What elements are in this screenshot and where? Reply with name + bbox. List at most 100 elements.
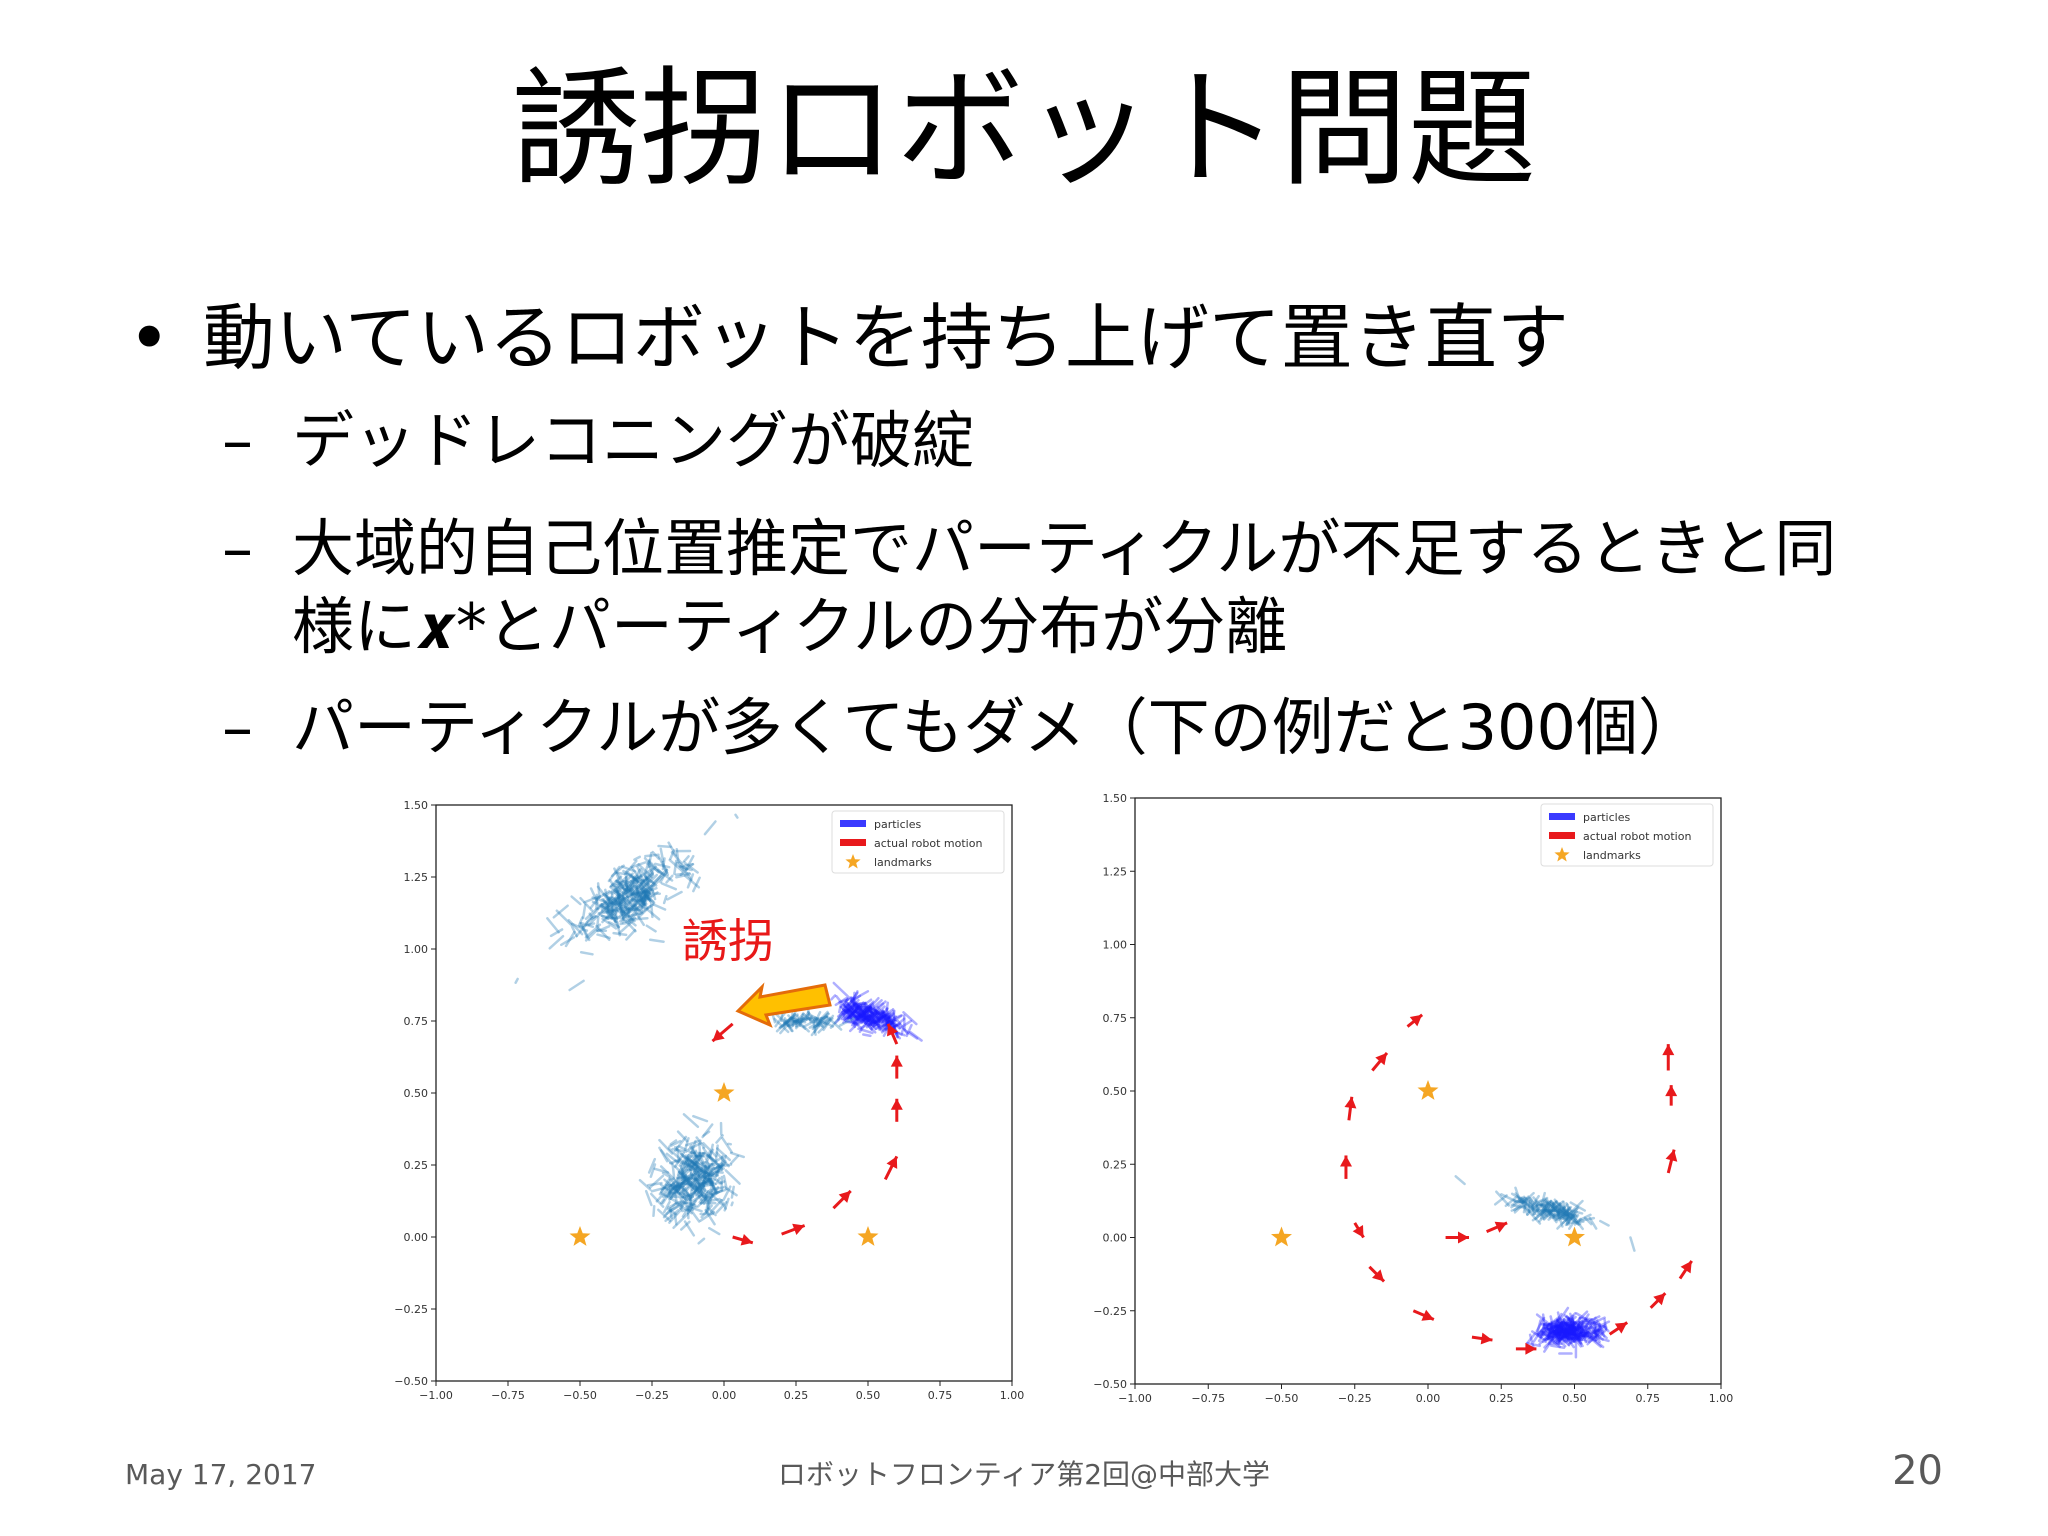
- particle: [658, 1178, 673, 1196]
- particle: [808, 1023, 816, 1029]
- particle: [1579, 1332, 1583, 1336]
- particle: [637, 867, 654, 879]
- landmark-star: [1417, 1080, 1439, 1100]
- particle: [1558, 1326, 1575, 1335]
- particle: [839, 998, 849, 1009]
- particle: [633, 897, 646, 909]
- particle: [782, 1016, 793, 1027]
- particle: [680, 1152, 696, 1165]
- particle: [812, 1019, 817, 1036]
- particle: [669, 1176, 685, 1193]
- x-tick-label: −0.50: [563, 1389, 597, 1402]
- particle: [615, 888, 623, 904]
- particle: [1539, 1322, 1546, 1339]
- particle: [885, 1012, 892, 1028]
- particle: [884, 1001, 889, 1018]
- particle: [647, 1157, 657, 1174]
- particle: [716, 1147, 732, 1162]
- particle: [859, 1008, 876, 1025]
- particle: [865, 1011, 883, 1029]
- particle: [854, 1009, 869, 1027]
- landmark-star: [569, 1226, 591, 1246]
- particle: [687, 1186, 700, 1202]
- particle: [861, 1007, 871, 1016]
- legend-label: landmarks: [874, 856, 932, 869]
- particle: [616, 879, 629, 895]
- particle: [1554, 1329, 1568, 1341]
- particle: [683, 1220, 696, 1237]
- particle: [1570, 1336, 1587, 1342]
- particle: [693, 1151, 701, 1163]
- particle: [840, 1010, 847, 1020]
- robot-motion-arrow: [1368, 1265, 1386, 1283]
- particle: [1561, 1322, 1569, 1333]
- particle: [668, 858, 684, 873]
- particle: [653, 1167, 670, 1174]
- particle: [621, 916, 637, 933]
- particle: [885, 1007, 892, 1023]
- robot-motion-arrow: [1608, 1321, 1629, 1336]
- particle: [902, 1011, 918, 1026]
- particle: [675, 1181, 679, 1197]
- particle: [714, 1177, 721, 1186]
- particle: [1558, 1212, 1570, 1220]
- particle: [606, 903, 619, 920]
- particle: [674, 1180, 691, 1197]
- particle: [872, 1015, 884, 1029]
- bullet-dot: •: [128, 296, 171, 380]
- particle: [835, 995, 849, 1012]
- particle: [1540, 1323, 1556, 1328]
- particle: [1542, 1204, 1560, 1221]
- particle: [670, 850, 683, 865]
- particle: [695, 1177, 710, 1191]
- particle: [693, 1170, 701, 1180]
- particle: [1563, 1321, 1575, 1338]
- particle: [1528, 1333, 1535, 1350]
- particle: [620, 897, 634, 914]
- particle: [648, 860, 665, 877]
- footer-date: May 17, 2017: [125, 1458, 317, 1491]
- particle: [792, 1019, 807, 1024]
- particle: [700, 1163, 712, 1179]
- legend: particles actual robot motion landmarks: [1540, 803, 1714, 867]
- particle: [581, 925, 591, 942]
- particle: [877, 1009, 893, 1021]
- legend: particles actual robot motion landmarks: [831, 810, 1005, 874]
- particle: [844, 1000, 856, 1016]
- particle: [1540, 1203, 1551, 1209]
- particle: [782, 1018, 793, 1033]
- particle: [1559, 1326, 1574, 1333]
- particle: [623, 900, 628, 911]
- particle: [601, 899, 617, 912]
- particle: [694, 1164, 711, 1181]
- robot-motion-arrow: [883, 1155, 899, 1181]
- particle: [673, 1213, 678, 1226]
- particle: [1570, 1329, 1584, 1342]
- particle: [863, 1003, 880, 1013]
- particle: [851, 1013, 868, 1025]
- particle: [1550, 1323, 1554, 1330]
- particle: [622, 897, 630, 911]
- particle: [681, 865, 693, 881]
- particle: [589, 915, 598, 920]
- particle: [704, 1163, 713, 1175]
- particle: [1556, 1321, 1564, 1333]
- particle: [864, 1008, 876, 1025]
- particle: [811, 1015, 828, 1031]
- particle: [1534, 1199, 1540, 1213]
- particle: [1527, 1198, 1531, 1214]
- particle: [676, 1160, 686, 1177]
- particle: [642, 865, 658, 882]
- particle: [1573, 1319, 1584, 1330]
- particle: [1574, 1334, 1582, 1345]
- particle: [779, 1018, 793, 1035]
- particle: [625, 907, 641, 912]
- particle: [1573, 1318, 1588, 1335]
- particle: [665, 1202, 682, 1216]
- particle: [649, 1163, 657, 1178]
- particle: [1560, 1325, 1577, 1339]
- particle: [631, 875, 646, 891]
- particle: [1531, 1330, 1545, 1341]
- particle: [856, 1014, 872, 1026]
- particle: [813, 1010, 822, 1024]
